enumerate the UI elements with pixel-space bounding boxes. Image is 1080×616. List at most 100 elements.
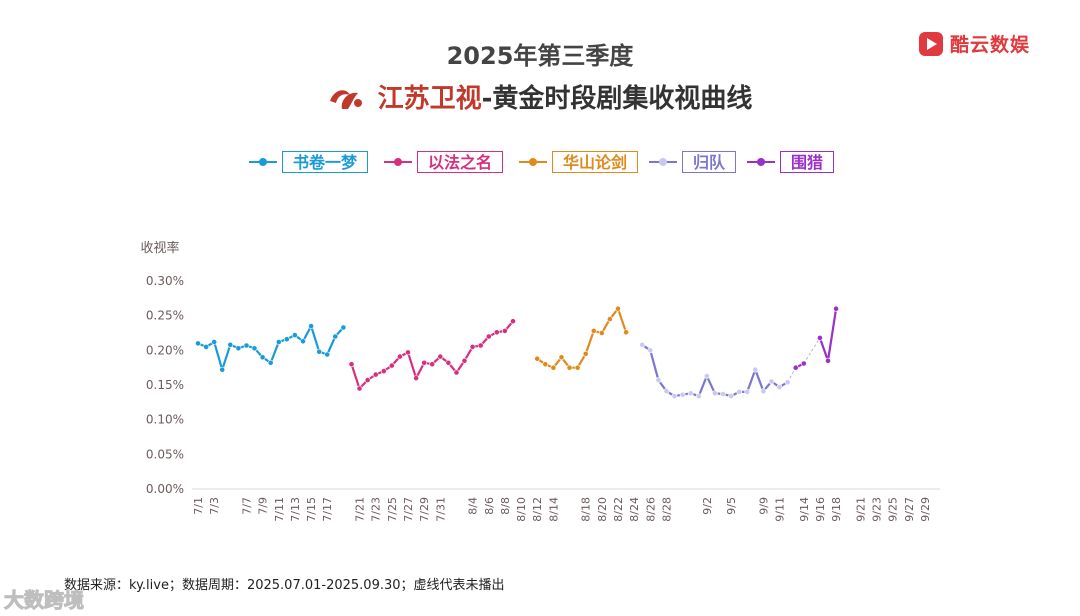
y-tick-label: 0.10%	[146, 413, 184, 427]
series-3-point	[542, 361, 549, 368]
series-4-point	[728, 393, 734, 399]
series-3-point	[615, 305, 621, 312]
series-3-point	[534, 355, 541, 362]
x-tick-label: 8/26	[644, 497, 657, 522]
series-4-point	[663, 388, 670, 395]
y-tick-label: 0.00%	[146, 482, 184, 496]
legend-label: 书卷一梦	[282, 151, 369, 173]
series-4-point	[712, 390, 718, 397]
y-tick-label: 0.15%	[146, 378, 184, 392]
x-tick-label: 8/10	[515, 497, 528, 522]
legend-item: 围猎	[746, 148, 835, 176]
series-4-point	[655, 377, 662, 383]
series-1-point	[316, 348, 323, 355]
x-tick-label: 9/23	[870, 497, 883, 522]
series-2-point	[453, 369, 460, 376]
series-2-point	[461, 357, 468, 364]
series-2-point	[437, 353, 444, 360]
legend-marker-icon	[519, 158, 547, 166]
legend-marker-icon	[747, 158, 775, 166]
x-tick-label: 7/23	[370, 497, 383, 522]
series-4-point	[736, 388, 743, 395]
series-1-point	[243, 342, 250, 349]
watermark: 大数跨境	[4, 588, 85, 613]
legend-label: 围猎	[780, 151, 835, 173]
x-tick-label: 9/29	[919, 497, 932, 522]
series-2-point	[493, 329, 500, 336]
series-3-point	[574, 364, 581, 371]
x-tick-label: 7/27	[402, 497, 415, 522]
x-tick-label: 8/24	[628, 497, 641, 522]
series-1-point	[332, 333, 339, 340]
x-tick-label: 9/14	[798, 497, 811, 522]
legend-marker-icon	[249, 158, 277, 166]
x-tick-label: 8/12	[531, 497, 544, 522]
x-tick-label: 9/5	[725, 497, 738, 515]
brand-play-icon	[919, 31, 943, 56]
x-tick-label: 8/6	[483, 497, 496, 515]
series-5-point	[817, 334, 823, 341]
series-5-point	[792, 364, 799, 371]
legend-label: 归队	[682, 151, 737, 173]
series-2-point	[413, 375, 419, 381]
x-tick-label: 7/9	[257, 497, 270, 515]
series-3-point	[607, 316, 613, 322]
legend-item: 书卷一梦	[248, 148, 369, 176]
x-tick-label: 9/27	[903, 497, 916, 522]
legend-label: 华山论剑	[552, 151, 639, 173]
series-1-point	[267, 359, 274, 366]
x-tick-label: 7/31	[434, 497, 447, 522]
series-5-point	[800, 360, 807, 367]
series-4-point	[679, 391, 686, 398]
series-1-point	[324, 351, 331, 358]
x-tick-label: 8/8	[499, 497, 512, 515]
channel-name: 江苏卫视	[377, 84, 482, 114]
series-3-point	[566, 364, 573, 371]
series-2-line	[350, 320, 515, 390]
series-1-point	[203, 343, 209, 350]
series-1-point	[283, 336, 290, 343]
series-5-point	[825, 357, 831, 364]
data-source-note: 数据来源：ky.live；数据周期：2025.07.01-2025.09.30；…	[64, 578, 505, 593]
line-chart: 收视率 0.30% 0.25% 0.20% 0.15% 0.10% 0.05% 0.00% 7/…	[140, 240, 940, 522]
series-3-line	[536, 307, 628, 369]
series-4-point	[760, 388, 767, 395]
series-4-point	[744, 388, 751, 395]
series-2-point	[485, 333, 492, 340]
series-2-point	[477, 342, 484, 349]
y-tick-label: 0.05%	[146, 447, 184, 461]
series-5-line	[818, 307, 838, 362]
series-4-point	[695, 393, 702, 399]
series-4-line	[641, 343, 789, 398]
series-2-point	[388, 362, 395, 369]
series-1-point	[251, 345, 258, 352]
x-tick-label: 9/2	[701, 497, 714, 515]
x-tick-label: 7/25	[386, 497, 399, 522]
y-tick-label: 0.30%	[146, 274, 184, 288]
series-1-point	[275, 339, 282, 345]
x-tick-label: 7/11	[273, 497, 286, 522]
brand-name: 酷云数娱	[950, 34, 1031, 56]
series-3-point	[550, 364, 557, 371]
series-4-point	[776, 384, 783, 390]
series-1-point	[219, 366, 226, 373]
series-2-point	[445, 359, 452, 366]
series-5-point	[833, 305, 839, 312]
series-1-point	[340, 324, 347, 331]
series-3-point	[623, 329, 629, 336]
legend-marker-icon	[384, 158, 412, 166]
x-tick-label: 7/3	[208, 497, 221, 515]
brand-logo: 酷云数娱	[918, 30, 1030, 57]
series-1-point	[227, 341, 234, 348]
jiangsu-tv-logo-icon	[328, 85, 364, 118]
series-3-point	[598, 330, 605, 336]
series-2-point	[396, 353, 403, 360]
chart-title-line1: 2025年第三季度	[446, 42, 634, 70]
x-tick-label: 7/21	[354, 497, 367, 522]
series-4-point	[647, 347, 654, 354]
series-3-point	[558, 354, 565, 361]
x-tick-label: 7/17	[321, 497, 334, 522]
series-4-point	[784, 379, 791, 386]
series-1-point	[235, 345, 242, 352]
legend-marker-icon	[649, 158, 677, 166]
